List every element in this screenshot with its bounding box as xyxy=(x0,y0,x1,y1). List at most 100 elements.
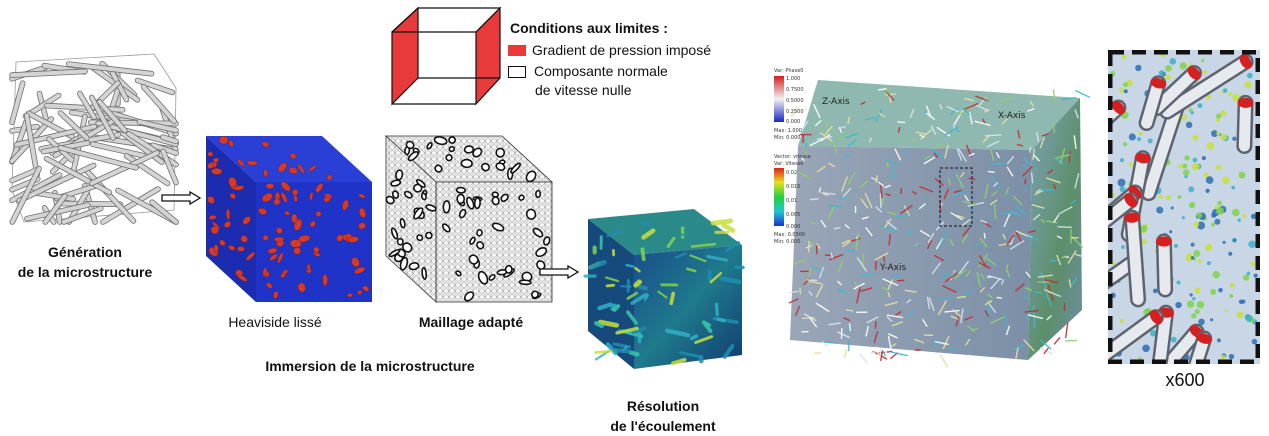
velocity-dot xyxy=(1191,243,1195,247)
colorbar1-tick: 0.000 xyxy=(786,119,800,125)
velocity-dot xyxy=(1171,206,1174,209)
velocity-dot xyxy=(1122,55,1127,60)
velocity-dot xyxy=(1222,176,1230,184)
velocity-dot xyxy=(1210,289,1216,295)
colorbar2-tick: 0.005 xyxy=(786,212,800,218)
velocity-dot xyxy=(1230,283,1235,288)
velocity-dot xyxy=(1254,274,1258,278)
velocity-glyph xyxy=(968,355,969,361)
velocity-dot xyxy=(1201,59,1204,62)
mesh-caption: Maillage adapté xyxy=(396,314,546,330)
velocity-dot xyxy=(1169,58,1176,65)
velocity-dot xyxy=(1216,113,1222,119)
velocity-dot xyxy=(1203,70,1207,74)
mesh-ring xyxy=(496,148,504,157)
velocity-glyph xyxy=(995,205,996,219)
velocity-dot xyxy=(1186,253,1191,258)
velocity-dot xyxy=(1243,275,1249,281)
flow-streak xyxy=(724,225,733,230)
velocity-glyph xyxy=(876,261,877,269)
fiber-section xyxy=(208,152,213,156)
fiber-section xyxy=(291,214,297,223)
velocity-dot xyxy=(1165,75,1171,81)
flow-streak xyxy=(636,282,640,285)
velocity-dot xyxy=(1137,137,1141,141)
velocity-dot xyxy=(1129,163,1133,167)
velocity-field-visualization: Var: Phase0 1.000 0.7500 0.5000 0.2500 0… xyxy=(770,60,1092,370)
velocity-dot xyxy=(1120,158,1124,162)
velocity-dot xyxy=(1120,319,1124,323)
fiber-section xyxy=(247,160,257,165)
fiber-section xyxy=(237,246,244,251)
flow-streak xyxy=(692,336,697,338)
velocity-dot xyxy=(1194,222,1199,227)
velocity-dot xyxy=(1123,142,1127,146)
generation-label-line1: Génération xyxy=(0,242,170,262)
mesh-ring xyxy=(422,268,427,280)
fiber-section xyxy=(274,237,284,242)
velocity-dot xyxy=(1217,338,1221,342)
velocity-glyph xyxy=(984,234,985,238)
fiber-section xyxy=(266,183,274,188)
velocity-dot xyxy=(1182,216,1185,219)
fiber-highlight xyxy=(163,151,176,182)
velocity-dot xyxy=(1121,245,1125,249)
colorbar1-min: Min: 0.000 xyxy=(774,135,800,141)
velocity-dot xyxy=(1196,212,1202,218)
mesh-ring xyxy=(464,146,473,154)
velocity-dot xyxy=(1232,137,1236,141)
colorbar2-tick: 0.000 xyxy=(786,224,800,230)
velocity-dot xyxy=(1242,214,1246,218)
velocity-glyph xyxy=(850,324,851,330)
velocity-dot xyxy=(1218,288,1223,293)
mesh-ring xyxy=(446,155,452,161)
fiber-section xyxy=(264,170,268,177)
velocity-dot xyxy=(1124,89,1128,93)
legend-item-label: Composante normale xyxy=(534,62,668,81)
velocity-dot xyxy=(1229,294,1233,298)
velocity-dot xyxy=(1205,189,1209,193)
velocity-dot xyxy=(1178,164,1183,169)
velocity-dot xyxy=(1197,301,1205,309)
mesh-ring xyxy=(505,266,512,274)
mesh-ring xyxy=(421,193,427,200)
fiber-section xyxy=(323,274,328,286)
velocity-dot xyxy=(1229,354,1234,359)
flow-streak xyxy=(736,267,743,268)
velocity-dot xyxy=(1211,223,1215,227)
fiber-bundle-graphic xyxy=(4,40,184,230)
velocity-dot xyxy=(1197,103,1202,108)
arrow-icon xyxy=(160,191,202,205)
colorbar2-tick: 0.01 xyxy=(786,198,797,204)
velocity-dot xyxy=(1156,207,1163,214)
velocity-dot xyxy=(1244,81,1251,88)
velocity-dot xyxy=(1191,256,1195,260)
velocity-glyph xyxy=(1035,292,1041,293)
resolution-label-line1: Résolution xyxy=(588,396,738,416)
velocity-glyph xyxy=(822,348,826,353)
velocity-glyph xyxy=(860,354,867,363)
flow-streak xyxy=(631,353,638,355)
velocity-dot xyxy=(1221,355,1226,360)
velocity-dot xyxy=(1159,195,1164,200)
velocity-dot xyxy=(1177,195,1181,199)
velocity-dot xyxy=(1176,281,1180,285)
velocity-dot xyxy=(1232,209,1240,217)
velocity-dot xyxy=(1192,297,1196,301)
velocity-glyph xyxy=(997,298,1001,299)
generation-label-line2: de la microstructure xyxy=(0,262,170,282)
zoom-fiber-highlight xyxy=(1244,103,1245,146)
velocity-glyph xyxy=(844,349,846,357)
generation-label: Génération de la microstructure xyxy=(0,242,170,282)
velocity-dot xyxy=(1171,337,1177,343)
legend-item-continuation: de vitesse nulle xyxy=(535,81,768,100)
mesh-ring xyxy=(457,194,464,203)
velocity-dot xyxy=(1166,195,1171,200)
mesh-ring xyxy=(456,187,465,193)
velocity-dot xyxy=(1192,163,1199,170)
colorbar2-tick: 0.015 xyxy=(786,184,800,190)
velocity-dot xyxy=(1123,82,1128,87)
velocity-dot xyxy=(1206,142,1214,150)
velocity-dot xyxy=(1138,132,1142,136)
mesh-ring xyxy=(474,198,480,209)
